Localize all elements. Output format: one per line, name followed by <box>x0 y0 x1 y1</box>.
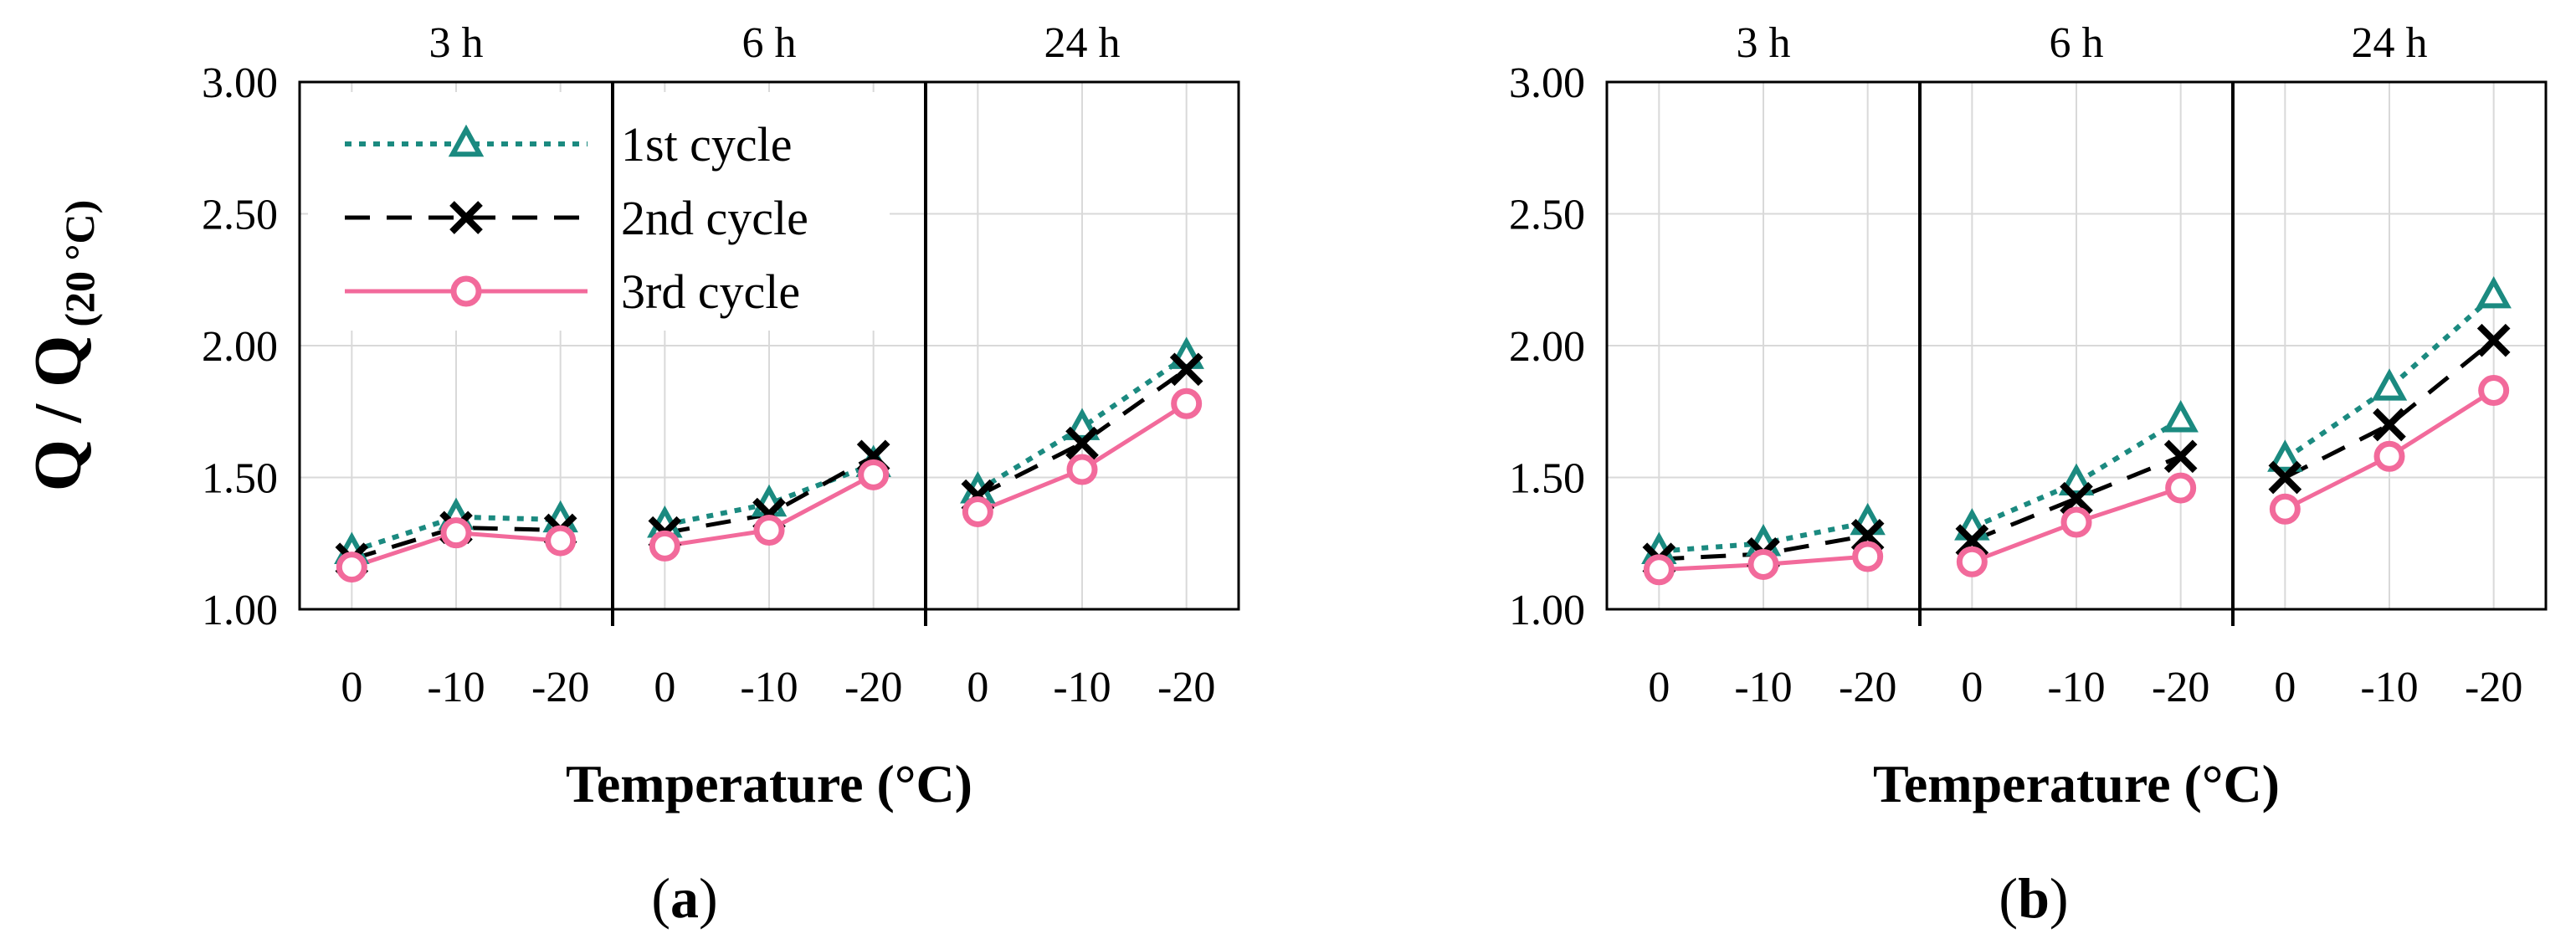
data-point-circle <box>440 517 472 549</box>
x-tick-label: 0 <box>2274 664 2296 711</box>
y-tick-label: 2.00 <box>202 323 278 371</box>
chart-panel-b: 1.00 1.50 2.00 2.50 3.00 3 h 0 -10 -20 6 h 0 -10 -20… <box>1509 19 2548 930</box>
data-point-triangle <box>2371 368 2408 401</box>
data-point-x <box>2268 460 2302 495</box>
y-tick-label: 3.00 <box>1509 59 1585 107</box>
data-point-x <box>1065 426 1099 460</box>
data-point-circle <box>753 515 785 546</box>
x-tick-label: 0 <box>1648 664 1670 711</box>
y-axis-label-main: Q / Q <box>22 336 95 492</box>
plot-frame <box>298 80 1240 611</box>
data-point-circle <box>649 530 680 562</box>
panel-label: (b) <box>1999 866 2068 930</box>
x-tick-label: 0 <box>654 664 675 711</box>
y-tick-label: 2.00 <box>1509 323 1585 371</box>
x-tick-label: 0 <box>1961 664 1983 711</box>
x-tick-label: -20 <box>531 664 589 711</box>
data-point-triangle <box>2267 439 2303 472</box>
panel-label-close: ) <box>699 866 718 930</box>
group-header: 24 h <box>2352 19 2428 67</box>
series-line-1 <box>2283 293 2496 461</box>
group-header: 6 h <box>2050 19 2104 67</box>
x-tick-label: -20 <box>2152 664 2209 711</box>
y-tick-label: 2.50 <box>1509 192 1585 239</box>
x-tick-label: -10 <box>2047 664 2105 711</box>
panel-label-letter: b <box>2018 866 2050 930</box>
x-axis-label: Temperature (°C) <box>566 754 972 813</box>
panel-label-letter: a <box>670 866 699 930</box>
y-tick-label: 2.50 <box>202 192 278 239</box>
panel-label-open: ( <box>1999 866 2018 930</box>
data-point-circle <box>1956 546 1988 577</box>
data-point-circle <box>2269 493 2301 525</box>
x-axis-label: Temperature (°C) <box>1873 754 2280 813</box>
data-point-circle <box>1171 387 1203 419</box>
x-tick-label: 0 <box>341 664 362 711</box>
group-header: 24 h <box>1044 19 1121 67</box>
data-point-circle <box>1747 548 1779 580</box>
y-axis-label-subscript: (20 °C) <box>56 200 103 327</box>
x-tick-label: -20 <box>1839 664 1896 711</box>
data-point-circle <box>2373 440 2405 472</box>
y-tick-label: 1.50 <box>1509 455 1585 503</box>
data-point-x <box>2476 323 2511 357</box>
data-point-x <box>2373 408 2406 442</box>
x-tick-label: -10 <box>1734 664 1792 711</box>
x-tick-label: -10 <box>2360 664 2418 711</box>
data-point-circle <box>545 525 577 557</box>
data-point-triangle <box>2163 399 2199 433</box>
data-point-circle <box>336 552 367 583</box>
data-point-circle <box>1066 454 1098 485</box>
series-line-2 <box>351 525 561 562</box>
x-tick-label: -10 <box>427 664 485 711</box>
data-point-circle <box>1852 541 1884 572</box>
data-point-circle <box>2060 506 2092 538</box>
x-tick-label: -20 <box>844 664 902 711</box>
y-tick-label: 1.00 <box>1509 587 1585 634</box>
data-point-circle <box>2165 472 2197 504</box>
panel-label-close: ) <box>2050 866 2069 930</box>
plot-frame <box>1605 80 2548 611</box>
x-tick-label: -10 <box>1053 664 1111 711</box>
legend-marker-circle <box>450 275 482 307</box>
legend-marker-triangle <box>448 124 485 157</box>
y-tick-label: 1.00 <box>202 587 278 634</box>
data-point-triangle <box>2058 463 2095 496</box>
legend-marker-x <box>449 201 483 234</box>
group-header: 6 h <box>742 19 797 67</box>
y-axis-label: Q / Q (20 °C) <box>22 200 103 492</box>
data-point-x <box>1169 352 1203 387</box>
y-tick-label: 3.00 <box>202 59 278 107</box>
data-point-triangle <box>2476 275 2512 309</box>
legend-label: 2nd cycle <box>621 191 808 245</box>
data-point-x <box>2163 439 2198 474</box>
y-tick-label: 1.50 <box>202 455 278 503</box>
x-tick-label: -20 <box>2465 664 2522 711</box>
panel-label: (a) <box>651 866 717 930</box>
group-header: 3 h <box>429 19 484 67</box>
data-point-triangle <box>1064 408 1101 440</box>
legend-label: 3rd cycle <box>621 264 800 319</box>
legend-label: 1st cycle <box>621 117 793 172</box>
data-point-x <box>2060 481 2093 516</box>
x-tick-label: -20 <box>1157 664 1215 711</box>
x-tick-label: 0 <box>967 664 988 711</box>
data-point-circle <box>962 495 993 527</box>
x-tick-label: -10 <box>740 664 798 711</box>
series-line-2 <box>1971 454 2182 543</box>
data-point-circle <box>2478 375 2510 407</box>
chart-panel-a: 1.00 1.50 2.00 2.50 3.00 3 h 0 -10 -20 6 h 0 -10 -20… <box>22 19 1240 930</box>
data-point-circle <box>1643 554 1675 586</box>
legend: 1st cycle 2nd cycle 3rd cycle <box>308 92 890 331</box>
panel-label-open: ( <box>651 866 670 930</box>
data-point-circle <box>858 459 890 490</box>
group-header: 3 h <box>1737 19 1791 67</box>
